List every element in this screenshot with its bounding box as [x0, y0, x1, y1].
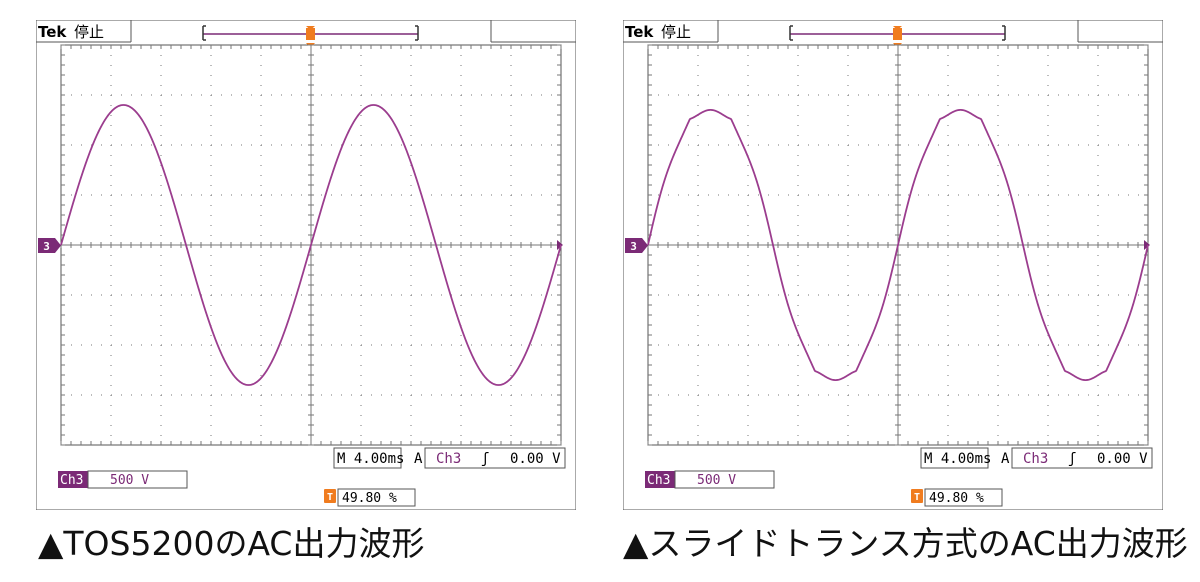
trigger-level-label: 0.00 V [510, 451, 561, 467]
svg-text:T: T [914, 492, 920, 503]
brand-label: Tek [38, 23, 67, 41]
channel-label: Ch3 [60, 473, 83, 488]
record-view-bar [789, 25, 1006, 41]
channel-marker-label: 3 [43, 240, 50, 253]
trigger-readout: Ch3 ʃ 0.00 V [1011, 447, 1153, 469]
channel-marker-label: 3 [630, 240, 637, 253]
trigger-mode-label: A [1001, 451, 1010, 467]
trigger-source-label: Ch3 [436, 451, 461, 467]
trigger-slope-icon: ʃ [481, 451, 489, 467]
status-label: 停止 [74, 23, 104, 41]
trigger-level-marker [1144, 240, 1150, 250]
caption-left: ▲TOS5200のAC出力波形 [38, 524, 425, 563]
trigger-readout: Ch3 ʃ 0.00 V [424, 447, 566, 469]
channel-ground-marker: 3 [625, 238, 648, 253]
trigger-position-readout: T 49.80 % [911, 488, 1003, 507]
trigger-mode-label: A [414, 451, 423, 467]
trigger-position-readout: T 49.80 % [324, 488, 416, 507]
oscilloscope-panel-left: Tek 停止 T 3 [35, 19, 577, 511]
channel-scale-label: 500 V [110, 473, 149, 488]
trigger-slope-icon: ʃ [1068, 451, 1076, 467]
channel-readout: Ch3 500 V [58, 470, 188, 489]
waveform-trace [647, 109, 1149, 381]
trigger-position-label: 49.80 % [929, 491, 984, 506]
channel-scale-label: 500 V [697, 473, 736, 488]
oscilloscope-panel-right: Tek 停止 T 3 [622, 19, 1164, 511]
channel-ground-marker: 3 [38, 238, 61, 253]
trigger-level-marker [557, 240, 563, 250]
trigger-level-label: 0.00 V [1097, 451, 1148, 467]
timebase-readout: M 4.00ms [920, 447, 991, 469]
svg-text:M 4.00ms: M 4.00ms [924, 451, 991, 467]
record-view-bar [202, 25, 419, 41]
channel-label: Ch3 [647, 473, 670, 488]
oscilloscope-screen-left: Tek 停止 T 3 [35, 19, 577, 511]
trigger-source-label: Ch3 [1023, 451, 1048, 467]
trigger-position-label: 49.80 % [342, 491, 397, 506]
status-label: 停止 [661, 23, 691, 41]
brand-label: Tek [625, 23, 654, 41]
timebase-readout: M 4.00ms [333, 447, 404, 469]
caption-right: ▲スライドトランス方式のAC出力波形 [623, 524, 1188, 563]
waveform-trace [60, 104, 562, 386]
oscilloscope-screen-right: Tek 停止 T 3 [622, 19, 1164, 511]
svg-text:M 4.00ms: M 4.00ms [337, 451, 404, 467]
svg-text:T: T [327, 492, 333, 503]
channel-readout: Ch3 500 V [645, 470, 775, 489]
